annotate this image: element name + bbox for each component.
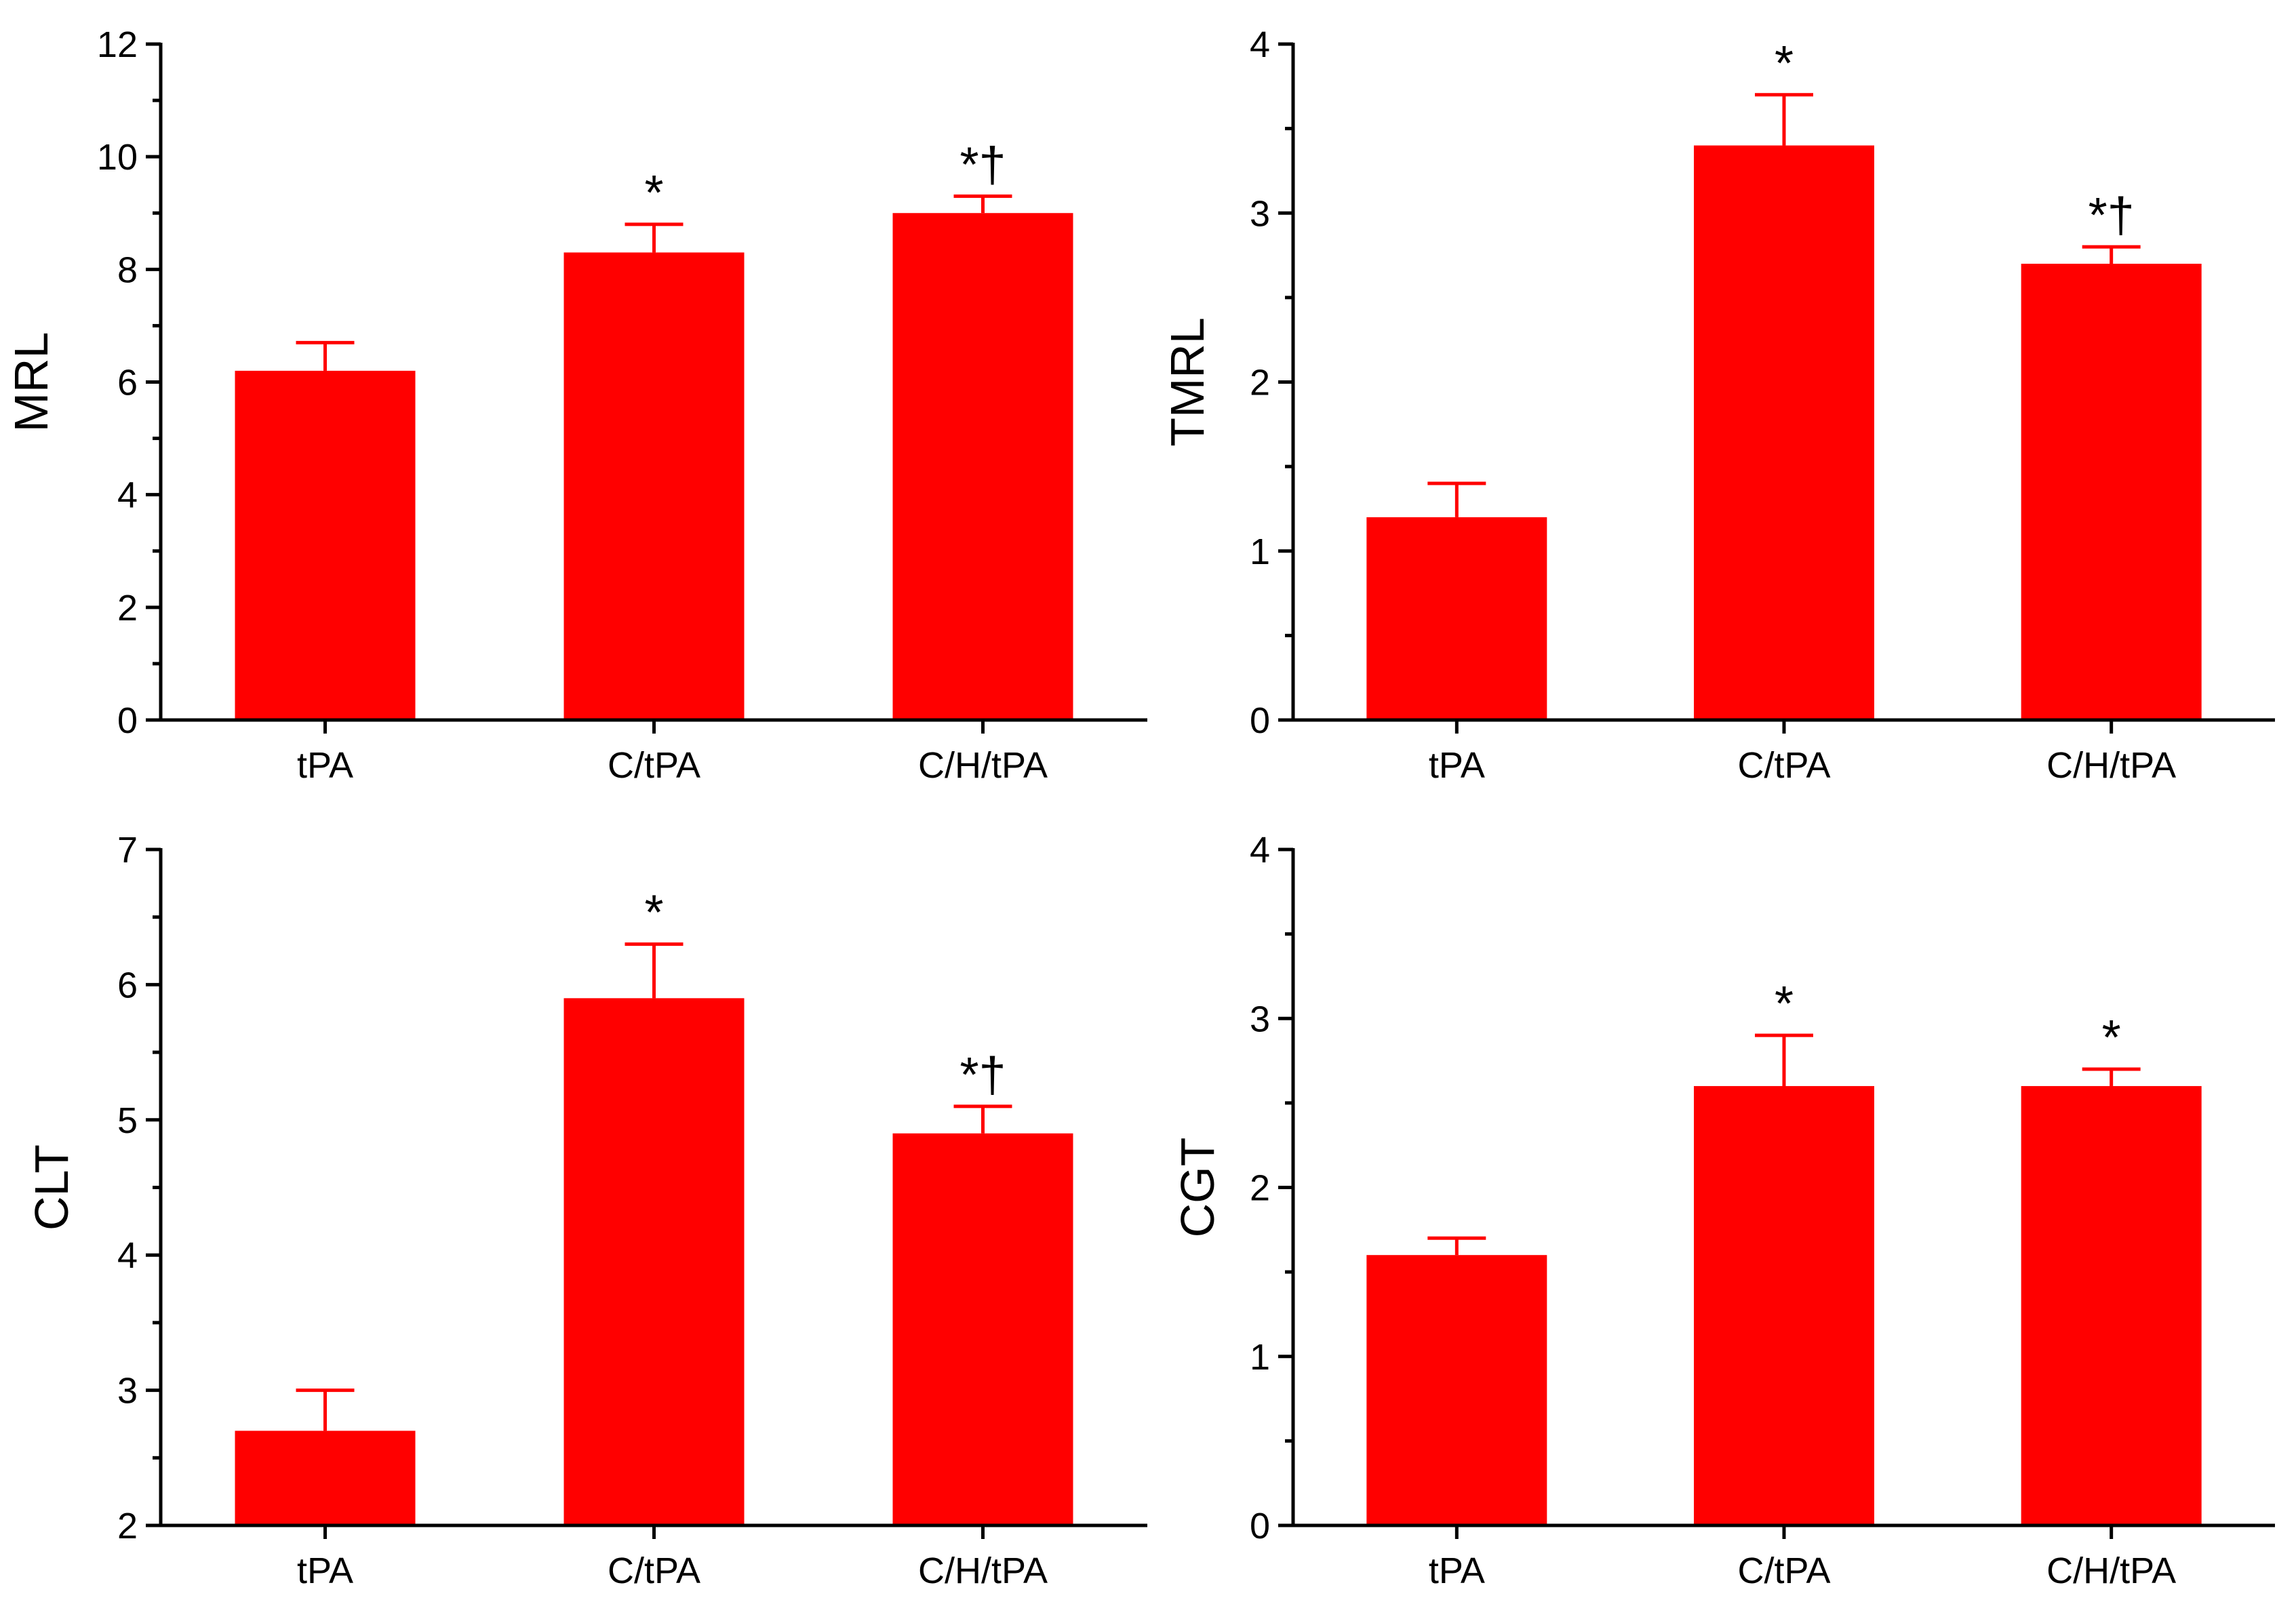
y-axis-title-tmrl: TMRL bbox=[1161, 317, 1214, 447]
x-tick-label-cgt-c-tpa: C/tPA bbox=[1737, 1551, 1830, 1591]
x-tick-label-mrl-c-tpa: C/tPA bbox=[608, 745, 700, 786]
bar-mrl-c-h-tpa bbox=[892, 213, 1073, 720]
y-tick-label-clt: 7 bbox=[117, 830, 138, 871]
y-axis-title-cgt: CGT bbox=[1171, 1138, 1224, 1238]
y-tick-label-cgt: 0 bbox=[1250, 1506, 1270, 1546]
y-tick-label-clt: 5 bbox=[117, 1100, 138, 1141]
chart-panel-mrl: * *† 0 2 4 6 8 10 12 tPA C/tPA C/H/tPA MRL bbox=[5, 24, 1147, 786]
y-tick-label-cgt: 2 bbox=[1250, 1168, 1270, 1209]
bar-tmrl-c-tpa bbox=[1694, 145, 1874, 721]
y-tick-label-mrl: 0 bbox=[117, 700, 138, 741]
x-tick-label-tmrl-c-h-tpa: C/H/tPA bbox=[2046, 745, 2176, 786]
y-tick-label-tmrl: 3 bbox=[1250, 193, 1270, 234]
significance-label-clt-c-h-tpa: *† bbox=[959, 1048, 1006, 1102]
y-tick-label-mrl: 4 bbox=[117, 475, 138, 516]
y-tick-label-tmrl: 1 bbox=[1250, 532, 1270, 572]
bar-mrl-c-tpa bbox=[563, 252, 745, 720]
x-tick-label-clt-tpa: tPA bbox=[297, 1551, 353, 1591]
x-tick-label-tmrl-tpa: tPA bbox=[1429, 745, 1485, 786]
x-tick-label-mrl-tpa: tPA bbox=[297, 745, 353, 786]
bar-mrl-tpa bbox=[235, 370, 416, 720]
x-tick-label-clt-c-tpa: C/tPA bbox=[608, 1551, 700, 1591]
bar-clt-c-h-tpa bbox=[892, 1133, 1073, 1525]
bar-tmrl-c-h-tpa bbox=[2021, 264, 2202, 720]
y-tick-label-mrl: 8 bbox=[117, 249, 138, 290]
y-tick-label-cgt: 4 bbox=[1250, 830, 1270, 871]
y-tick-label-tmrl: 2 bbox=[1250, 363, 1270, 403]
chart-panel-cgt: * * 0 1 2 3 4 tPA C/tPA C/H/tPA CGT bbox=[1171, 830, 2275, 1591]
chart-panel-clt: * *† 2 3 4 5 6 7 tPA C/tPA C/H/tPA CLT bbox=[25, 830, 1147, 1591]
y-tick-label-mrl: 10 bbox=[97, 137, 138, 178]
significance-label-cgt-c-tpa: * bbox=[1775, 977, 1794, 1031]
x-tick-label-mrl-c-h-tpa: C/H/tPA bbox=[918, 745, 1048, 786]
chart-panel-tmrl: * *† 0 1 2 3 4 tPA C/tPA C/H/tPA TMRL bbox=[1161, 24, 2275, 786]
y-axis-title-mrl: MRL bbox=[5, 332, 58, 433]
significance-label-tmrl-c-tpa: * bbox=[1775, 37, 1794, 91]
y-tick-label-clt: 3 bbox=[117, 1371, 138, 1412]
significance-label-clt-c-tpa: * bbox=[644, 886, 663, 940]
x-tick-label-tmrl-c-tpa: C/tPA bbox=[1737, 745, 1830, 786]
y-axis-title-clt: CLT bbox=[25, 1144, 78, 1231]
y-tick-label-clt: 2 bbox=[117, 1506, 138, 1546]
y-tick-label-mrl: 2 bbox=[117, 588, 138, 628]
significance-label-cgt-c-h-tpa: * bbox=[2102, 1011, 2121, 1065]
significance-label-mrl-c-h-tpa: *† bbox=[959, 138, 1006, 192]
x-tick-label-cgt-c-h-tpa: C/H/tPA bbox=[2046, 1551, 2176, 1591]
y-tick-label-clt: 6 bbox=[117, 965, 138, 1005]
significance-label-tmrl-c-h-tpa: *† bbox=[2089, 188, 2135, 243]
bar-cgt-tpa bbox=[1366, 1255, 1547, 1525]
y-tick-label-tmrl: 4 bbox=[1250, 24, 1270, 65]
y-tick-label-cgt: 1 bbox=[1250, 1337, 1270, 1378]
bar-cgt-c-h-tpa bbox=[2021, 1085, 2202, 1525]
x-tick-label-cgt-tpa: tPA bbox=[1429, 1551, 1485, 1591]
x-tick-label-clt-c-h-tpa: C/H/tPA bbox=[918, 1551, 1048, 1591]
y-tick-label-mrl: 12 bbox=[97, 24, 138, 65]
y-tick-label-clt: 4 bbox=[117, 1235, 138, 1276]
bar-clt-c-tpa bbox=[563, 998, 745, 1525]
bar-cgt-c-tpa bbox=[1694, 1085, 1874, 1525]
significance-label-mrl-c-tpa: * bbox=[644, 166, 663, 220]
y-tick-label-tmrl: 0 bbox=[1250, 700, 1270, 741]
y-tick-label-cgt: 3 bbox=[1250, 999, 1270, 1039]
bar-clt-tpa bbox=[235, 1431, 416, 1525]
bar-tmrl-tpa bbox=[1366, 517, 1547, 720]
y-tick-label-mrl: 6 bbox=[117, 363, 138, 403]
